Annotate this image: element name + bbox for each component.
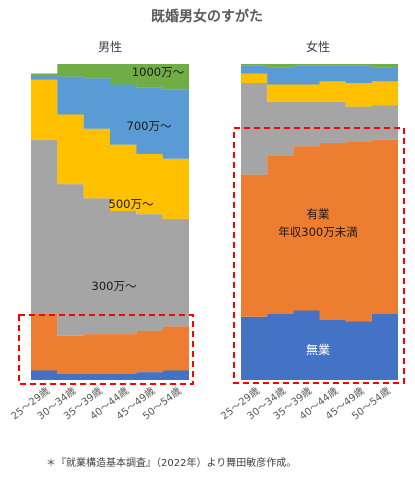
chart-title: 既婚男女のすがた xyxy=(151,8,263,25)
panel-title: 女性 xyxy=(306,39,330,54)
band-series-6 xyxy=(31,64,189,90)
band-series-5 xyxy=(241,65,398,85)
footnote: ＊『就業構造基本調査』（2022年）より舞田敏彦作成。 xyxy=(46,456,296,469)
panel-male: 男性1000万～700万～500万～300万～25～29歳30～34歳35～39… xyxy=(9,40,194,422)
series-label: 700万～ xyxy=(127,119,172,133)
band-series-3 xyxy=(31,139,189,336)
series-label: 500万～ xyxy=(109,197,154,211)
panel-title: 男性 xyxy=(98,40,122,54)
highlight-box xyxy=(233,127,405,384)
panel-female: 女性有業年収300万未満無業25～29歳30～34歳35～39歳40～44歳45… xyxy=(219,39,405,422)
series-label: 1000万～ xyxy=(132,65,185,79)
band-series-2 xyxy=(31,313,189,374)
band-series-1 xyxy=(31,370,189,380)
series-label: 無業 xyxy=(306,342,330,357)
series-label: 有業年収300万未満 xyxy=(278,207,357,239)
band-series-5 xyxy=(31,75,189,159)
band-series-4 xyxy=(241,73,398,107)
band-series-2 xyxy=(241,139,398,322)
highlight-box xyxy=(18,314,194,385)
series-label: 300万～ xyxy=(92,279,137,293)
band-series-6 xyxy=(241,64,398,68)
band-series-1 xyxy=(241,310,398,380)
